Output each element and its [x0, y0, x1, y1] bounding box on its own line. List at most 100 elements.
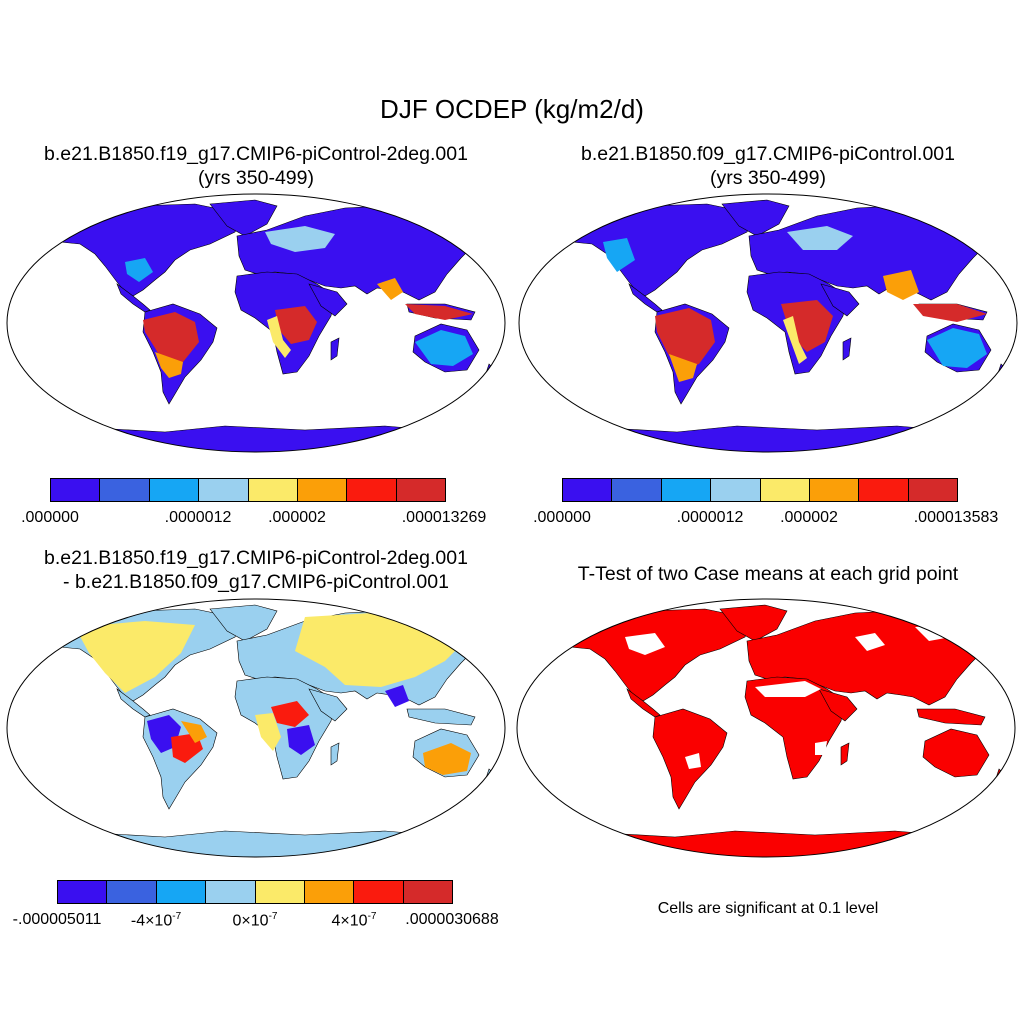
- value-region: [783, 316, 807, 364]
- colorbar-tick: .000000: [21, 509, 79, 526]
- continent-africa: [234, 676, 336, 780]
- value-region: [927, 328, 987, 368]
- map-bottom-left: [6, 598, 506, 858]
- colorbar-tick: .0000030688: [405, 911, 499, 928]
- value-region: [181, 721, 207, 743]
- colorbar-tick: 4×10-7: [332, 911, 377, 930]
- value-region: [405, 304, 473, 320]
- figure-title: DJF OCDEP (kg/m2/d): [380, 94, 644, 124]
- colorbar-swatch: [58, 881, 108, 903]
- value-region: [143, 312, 199, 366]
- continent-greenland: [721, 199, 790, 237]
- colorbar-tick: -4×10-7: [131, 911, 181, 930]
- tick-mantissa: 0×10: [232, 912, 269, 930]
- value-region: [385, 685, 409, 707]
- continent-new-zealand: [484, 768, 498, 788]
- value-region: [913, 304, 987, 322]
- map-bottom-right: [516, 598, 1016, 858]
- continent-indonesia: [916, 708, 986, 726]
- colorbar-swatch: [396, 479, 445, 501]
- continent-arabia: [308, 688, 348, 722]
- colorbar-tick: .000002: [268, 509, 326, 526]
- colorbar-swatch: [297, 479, 348, 501]
- continent-madagascar: [842, 337, 852, 361]
- tick-exponent: -7: [367, 911, 377, 922]
- value-region: [265, 226, 335, 252]
- colorbar-swatch: [149, 479, 200, 501]
- panel-top-right-title: b.e21.B1850.f09_g17.CMIP6-piControl.001 …: [512, 142, 1024, 190]
- value-region: [75, 621, 195, 693]
- value-region: [255, 713, 281, 751]
- value-region: [423, 743, 471, 775]
- continent-australia: [922, 728, 990, 778]
- map-top-right: [518, 193, 1018, 453]
- map-top-left: [6, 193, 506, 453]
- colorbar-swatch: [612, 479, 662, 501]
- panel-title-line2: (yrs 350-499): [198, 167, 314, 189]
- tick-exponent: -7: [172, 911, 182, 922]
- overlay-shapes: [603, 226, 987, 382]
- map-outline: [516, 598, 1016, 858]
- value-region: [275, 306, 317, 344]
- value-region: [267, 316, 291, 358]
- tick-mantissa: -4×10: [130, 912, 173, 930]
- continent-new-zealand: [484, 363, 498, 383]
- panel-title-line1: b.e21.B1850.f09_g17.CMIP6-piControl.001: [580, 143, 955, 165]
- panel-title-line1: T-Test of two Case means at each grid po…: [577, 563, 959, 585]
- panel-bottom-left-title: b.e21.B1850.f19_g17.CMIP6-piControl-2deg…: [0, 546, 512, 594]
- colorbar-tick: .0000012: [164, 509, 232, 526]
- continent-madagascar: [330, 337, 340, 361]
- colorbar-tick: .000013583: [913, 509, 999, 526]
- overlay-shapes: [625, 625, 951, 769]
- map-outline: [6, 193, 506, 453]
- panel-title-line1: b.e21.B1850.f19_g17.CMIP6-piControl-2deg…: [44, 547, 468, 569]
- continent-madagascar: [330, 742, 340, 766]
- continent-north-america: [39, 203, 244, 297]
- colorbar-swatch: [107, 881, 157, 903]
- colorbar-swatch: [354, 881, 404, 903]
- colorbar-swatch: [51, 479, 101, 501]
- colorbar-swatch: [760, 479, 810, 501]
- tick-exponent: -7: [268, 911, 278, 922]
- colorbar-tick: .000013269: [401, 509, 487, 526]
- value-region: [287, 725, 315, 755]
- colorbar-swatch: [347, 479, 397, 501]
- continent-antarctica: [34, 425, 486, 452]
- colorbar-swatch: [199, 479, 249, 501]
- colorbar-swatch: [206, 881, 256, 903]
- colorbar-swatch: [809, 479, 860, 501]
- colorbar-tick: 0×10-7: [233, 911, 278, 930]
- value-region: [815, 741, 827, 755]
- value-region: [155, 352, 183, 378]
- colorbar-tick: .0000012: [676, 509, 744, 526]
- colorbar-swatch: [711, 479, 761, 501]
- continent-arabia: [818, 688, 858, 722]
- colorbar-swatch: [304, 881, 355, 903]
- value-region: [685, 753, 701, 769]
- colorbar-swatch: [403, 881, 452, 903]
- tick-mantissa: 4×10: [331, 912, 368, 930]
- map-outline: [6, 598, 506, 858]
- continent-indonesia: [406, 708, 476, 726]
- value-region: [755, 681, 821, 697]
- value-region: [415, 330, 473, 366]
- panel-bottom-right-title: T-Test of two Case means at each grid po…: [512, 562, 1024, 586]
- continent-antarctica: [544, 830, 996, 857]
- colorbar-swatch: [661, 479, 712, 501]
- continent-antarctica: [546, 425, 998, 452]
- value-region: [883, 270, 919, 300]
- continent-new-zealand: [994, 768, 1008, 788]
- continent-arabia: [820, 283, 860, 317]
- colorbar-top-left: [50, 478, 446, 502]
- colorbar-tick: .000000: [533, 509, 591, 526]
- continent-greenland: [719, 604, 788, 642]
- continent-arabia: [308, 283, 348, 317]
- value-region: [271, 701, 309, 727]
- significance-note: Cells are significant at 0.1 level: [657, 900, 879, 917]
- panel-title-line2: - b.e21.B1850.f09_g17.CMIP6-piControl.00…: [63, 571, 449, 593]
- value-region: [625, 633, 665, 655]
- value-region: [603, 238, 635, 272]
- continent-new-zealand: [996, 363, 1010, 383]
- colorbar-top-right: [562, 478, 958, 502]
- panel-title-line2: (yrs 350-499): [710, 167, 826, 189]
